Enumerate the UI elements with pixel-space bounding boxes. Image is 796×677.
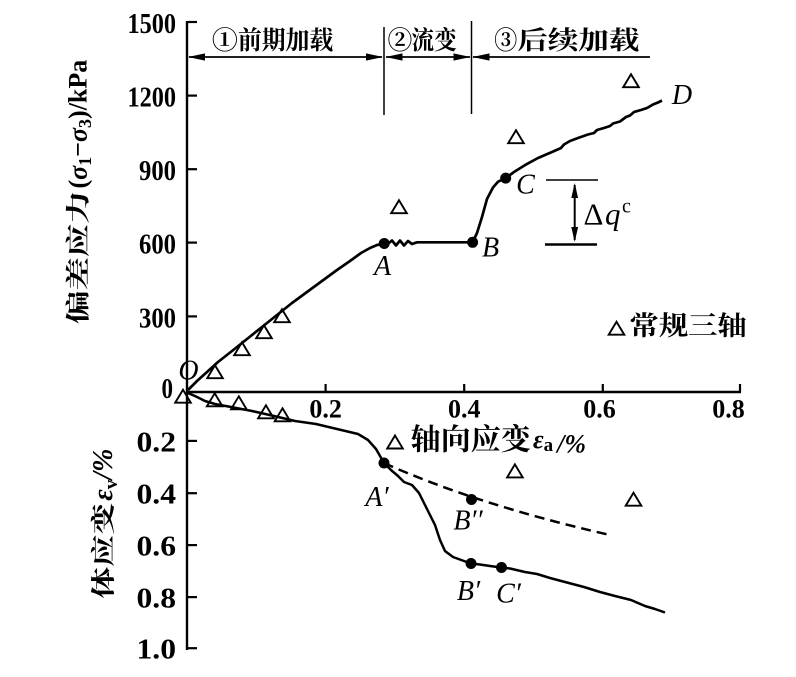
svg-text:(σ1−σ3)/kPa: (σ1−σ3)/kPa <box>64 60 96 189</box>
svg-text:B: B <box>482 233 499 264</box>
svg-text:0.4: 0.4 <box>448 395 481 424</box>
svg-text:900: 900 <box>139 155 176 187</box>
svg-text:1200: 1200 <box>128 82 177 114</box>
svg-text:B′: B′ <box>457 576 481 607</box>
svg-text:εa/%: εa/% <box>533 425 586 459</box>
svg-text:εv/%: εv/% <box>88 449 122 501</box>
svg-text:0.8: 0.8 <box>712 395 745 424</box>
svg-text:0.6: 0.6 <box>137 531 177 563</box>
svg-text:1500: 1500 <box>128 8 177 40</box>
svg-text:0.8: 0.8 <box>137 583 177 615</box>
svg-text:0: 0 <box>162 373 174 405</box>
svg-text:0.2: 0.2 <box>309 395 342 424</box>
svg-text:C: C <box>516 170 535 201</box>
svg-text:A′: A′ <box>363 482 389 513</box>
svg-text:D: D <box>671 80 692 111</box>
svg-text:0.4: 0.4 <box>137 479 177 511</box>
svg-text:1.0: 1.0 <box>137 634 177 666</box>
svg-text:600: 600 <box>139 229 176 261</box>
svg-text:0.6: 0.6 <box>583 395 616 424</box>
svg-text:C′: C′ <box>496 579 522 610</box>
svg-text:A: A <box>372 251 392 282</box>
svg-text:O: O <box>178 356 198 387</box>
svg-text:0.2: 0.2 <box>137 426 177 458</box>
svg-text:B′′: B′′ <box>453 506 483 537</box>
svg-text:300: 300 <box>139 302 176 334</box>
